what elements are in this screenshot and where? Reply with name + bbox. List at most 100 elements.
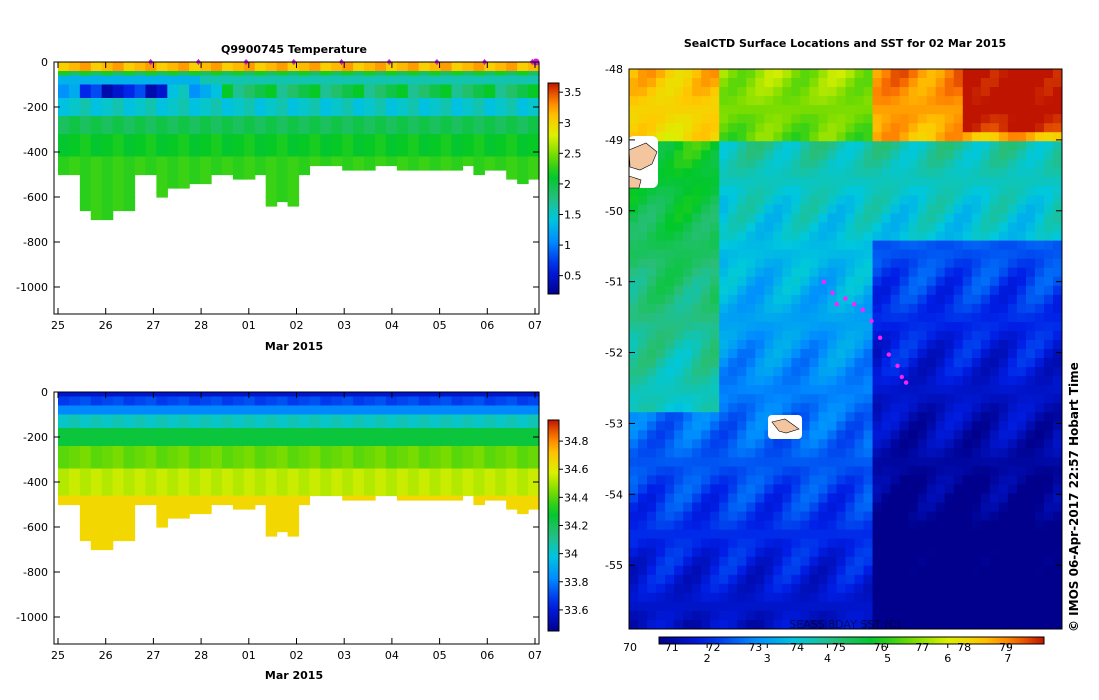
sst-cell [818,358,828,368]
section-cell [156,98,168,104]
section-cell [298,491,311,497]
section-cell [211,93,223,99]
sst-cell [845,394,856,404]
section-cell [211,464,223,470]
x-tick-label: 26 [99,319,113,332]
sst-cell [674,114,684,124]
sst-cell [674,285,684,296]
section-cell [123,513,136,519]
section-cell [473,93,485,99]
sst-cell [989,367,1000,377]
sst-cell [1034,195,1045,205]
section-cell [265,152,278,158]
sst-cell [809,457,819,467]
section-cell [484,464,496,470]
sst-cell [854,430,865,440]
sst-cell [746,303,756,314]
sst-cell [692,475,702,485]
section-cell [385,491,398,497]
section-cell [364,75,376,81]
sst-cell [647,421,657,431]
section-cell [418,441,431,447]
section-cell [462,419,475,425]
sst-cell [737,186,747,196]
sst-cell [665,376,675,386]
sst-cell [782,330,792,341]
section-cell [418,147,431,153]
section-cell [528,165,540,171]
sst-cell [683,285,693,296]
sst-cell [710,159,720,169]
sst-cell [764,312,774,323]
section-cell [309,432,321,438]
sst-cell [854,87,865,97]
section-cell [211,405,223,411]
section-cell [178,62,190,68]
section-cell [232,500,245,506]
sst-cell [845,493,856,504]
section-cell [375,473,387,479]
sst-cell [647,294,657,305]
section-cell [167,441,179,447]
section-cell [484,392,496,398]
section-cell [90,468,103,474]
sst-cell [791,349,801,359]
sst-cell [908,349,919,359]
section-cell [528,125,540,131]
sst-cell [818,258,828,269]
sst-cell [683,466,693,476]
section-cell [178,405,190,411]
colorbar-tick-label: 3.5 [564,86,582,99]
section-cell [287,437,300,443]
sst-cell [773,105,783,115]
sst-cell [710,123,720,133]
section-cell [200,179,212,185]
sst-cell [989,204,1000,215]
section-cell [243,396,256,402]
section-cell [517,161,529,167]
sst-cell [926,195,937,205]
section-cell [221,111,234,117]
section-cell [309,93,321,99]
sst-cell [791,394,801,404]
section-cell [506,392,518,398]
section-cell [298,441,311,447]
sst-cell [818,330,828,341]
sst-cell [674,123,684,133]
sst-cell [872,457,883,467]
sst-cell [827,267,837,278]
sst-cell [881,69,892,79]
section-cell [385,138,398,144]
section-cell [407,450,420,456]
sst-cell [872,276,883,287]
section-cell [79,405,92,411]
section-cell [473,129,485,135]
sst-cell [989,439,1000,449]
sst-cell [1007,330,1018,341]
sst-cell [899,330,910,341]
sst-cell [1043,358,1054,368]
sst-cell [674,168,684,178]
section-cell [156,513,168,519]
sst-cell [935,321,946,332]
sst-cell [719,240,729,251]
sst-cell [764,367,774,377]
section-cell [90,197,103,203]
sst-cell [1043,150,1054,160]
sst-cell [674,321,684,332]
sst-cell [809,240,819,251]
section-cell [90,491,103,497]
sst-cell [854,466,865,476]
section-cell [265,527,278,533]
sst-cell [989,78,1000,88]
sst-cell [728,141,738,151]
sst-cell [1043,330,1054,341]
sst-cell [917,231,928,242]
section-cell [506,111,518,117]
section-cell [298,468,311,474]
sst-cell [836,168,846,178]
sst-cell [1034,249,1045,260]
sst-cell [863,141,874,151]
sst-cell [809,493,819,504]
sst-cell [836,285,846,296]
